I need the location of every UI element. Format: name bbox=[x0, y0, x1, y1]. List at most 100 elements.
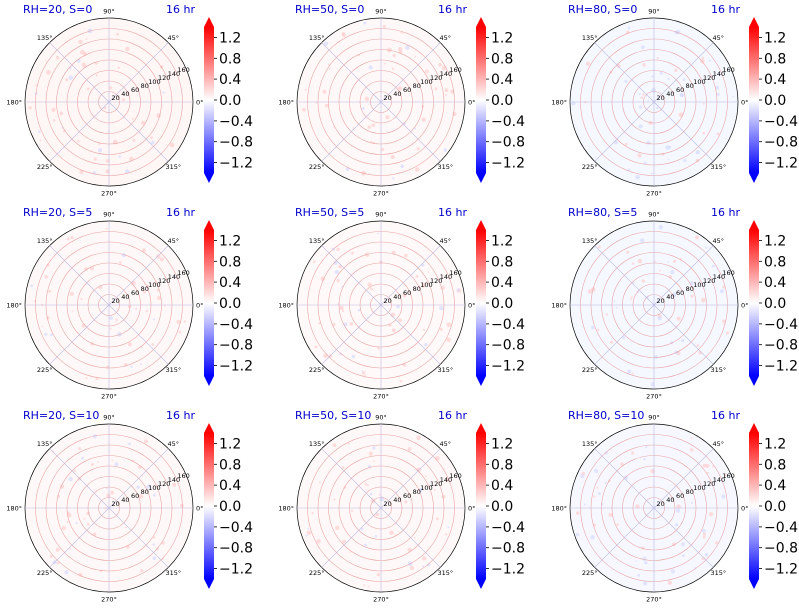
radial-tick-label: 60 bbox=[676, 86, 684, 94]
angle-tick-label: 225° bbox=[37, 163, 53, 171]
colorbar-gradient bbox=[476, 230, 486, 376]
angle-tick-label: 315° bbox=[437, 366, 453, 374]
radial-tick-label: 20 bbox=[112, 94, 120, 102]
radial-tick-label: 60 bbox=[403, 86, 411, 94]
radial-tick-label: 80 bbox=[413, 82, 421, 90]
colorbar-tick-label: −0.4 bbox=[491, 317, 525, 333]
panel-title: RH=20, S=10 bbox=[23, 409, 99, 422]
angle-tick-label: 135° bbox=[582, 440, 598, 448]
angle-tick-label: 270° bbox=[373, 393, 389, 401]
radial-tick-label: 120 bbox=[703, 480, 715, 488]
angular-grid-line bbox=[49, 304, 110, 365]
radial-tick-label: 160 bbox=[177, 472, 189, 480]
colorbar-extend-max bbox=[204, 17, 214, 27]
angle-tick-label: 315° bbox=[437, 163, 453, 171]
radial-tick-label: 100 bbox=[693, 281, 705, 289]
angular-grid-line bbox=[108, 304, 169, 365]
colorbar-tick-label: −0.8 bbox=[219, 338, 253, 354]
radial-tick-label: 60 bbox=[131, 86, 139, 94]
radial-tick-label: 100 bbox=[148, 281, 160, 289]
colorbar-extend-min bbox=[476, 376, 486, 386]
angle-tick-label: 180° bbox=[6, 302, 22, 310]
radial-tick-label: 20 bbox=[384, 297, 392, 305]
colorbar-extend-min bbox=[749, 376, 759, 386]
angular-grid-line bbox=[653, 507, 714, 568]
colorbar-tick-label: 0.8 bbox=[764, 254, 786, 270]
colorbar-extend-max bbox=[476, 17, 486, 27]
colorbar-tick-label: 0.0 bbox=[219, 296, 241, 312]
colorbar-extend-min bbox=[204, 173, 214, 183]
colorbar-extend-max bbox=[476, 220, 486, 230]
angular-grid-line bbox=[380, 507, 441, 568]
angle-tick-label: 45° bbox=[440, 237, 452, 245]
angular-grid-line bbox=[594, 42, 655, 103]
colorbar-tick-label: 0.8 bbox=[219, 51, 241, 67]
angular-grid-line bbox=[380, 245, 441, 306]
angle-tick-label: 225° bbox=[309, 569, 325, 577]
colorbar-tick-label: 1.2 bbox=[764, 233, 786, 249]
angle-tick-label: 270° bbox=[373, 190, 389, 198]
colorbar-tick-label: 0.4 bbox=[764, 72, 786, 88]
colorbar-extend-max bbox=[204, 220, 214, 230]
radial-tick-label: 60 bbox=[676, 289, 684, 297]
colorbar-tick-label: 0.8 bbox=[219, 254, 241, 270]
angle-tick-label: 0° bbox=[468, 302, 475, 310]
radial-tick-label: 60 bbox=[403, 289, 411, 297]
angular-grid-line bbox=[49, 448, 110, 509]
radial-tick-label: 140 bbox=[713, 70, 725, 78]
colorbar-gradient bbox=[749, 433, 759, 579]
colorbar-tick-label: 0.4 bbox=[491, 275, 513, 291]
angle-tick-label: 90° bbox=[103, 8, 115, 16]
colorbar-gradient bbox=[749, 27, 759, 173]
angle-tick-label: 0° bbox=[741, 302, 748, 310]
colorbar-tick-label: 0.0 bbox=[764, 93, 786, 109]
radial-tick-label: 100 bbox=[693, 484, 705, 492]
radial-tick-label: 160 bbox=[177, 269, 189, 277]
colorbar-tick-label: −0.4 bbox=[764, 317, 798, 333]
colorbar-extend-min bbox=[749, 579, 759, 589]
angular-grid-line bbox=[594, 101, 655, 162]
angular-grid-line bbox=[594, 304, 655, 365]
angle-tick-label: 135° bbox=[582, 34, 598, 42]
colorbar-tick-label: 0.4 bbox=[764, 275, 786, 291]
angular-grid-line bbox=[653, 448, 714, 509]
radial-tick-label: 120 bbox=[430, 277, 442, 285]
angle-tick-label: 315° bbox=[165, 569, 181, 577]
radial-tick-label: 120 bbox=[158, 74, 170, 82]
angle-tick-label: 315° bbox=[437, 569, 453, 577]
angle-tick-label: 270° bbox=[373, 596, 389, 604]
colorbar-tick-label: −0.4 bbox=[764, 114, 798, 130]
panel-title: RH=50, S=0 bbox=[295, 3, 364, 16]
radial-tick-label: 160 bbox=[722, 269, 734, 277]
radial-tick-label: 120 bbox=[158, 277, 170, 285]
angle-tick-label: 135° bbox=[582, 237, 598, 245]
radial-tick-label: 140 bbox=[168, 476, 180, 484]
colorbar-tick-label: 0.8 bbox=[219, 457, 241, 473]
radial-tick-label: 80 bbox=[413, 285, 421, 293]
angle-tick-label: 0° bbox=[468, 99, 475, 107]
colorbar-tick-label: 1.2 bbox=[764, 30, 786, 46]
heatmap-speckle bbox=[587, 225, 730, 387]
angle-tick-label: 225° bbox=[309, 366, 325, 374]
colorbar-tick-label: 0.4 bbox=[491, 72, 513, 88]
angle-tick-label: 180° bbox=[551, 99, 567, 107]
angle-tick-label: 45° bbox=[713, 34, 725, 42]
radial-tick-label: 100 bbox=[148, 484, 160, 492]
colorbar-tick-label: 0.0 bbox=[219, 93, 241, 109]
colorbar-gradient bbox=[476, 27, 486, 173]
angle-tick-label: 45° bbox=[168, 34, 180, 42]
radial-tick-label: 160 bbox=[722, 66, 734, 74]
angle-tick-label: 45° bbox=[713, 440, 725, 448]
angular-grid-line bbox=[321, 448, 382, 509]
angle-tick-label: 180° bbox=[6, 505, 22, 513]
angle-tick-label: 45° bbox=[168, 440, 180, 448]
colorbar-tick-label: −1.2 bbox=[764, 156, 798, 172]
colorbar-tick-label: 0.4 bbox=[219, 478, 241, 494]
angle-tick-label: 180° bbox=[278, 99, 294, 107]
colorbar-tick-label: −0.8 bbox=[219, 135, 253, 151]
colorbar-tick-label: 0.0 bbox=[764, 296, 786, 312]
angle-tick-label: 90° bbox=[375, 211, 387, 219]
colorbar-tick-label: 0.8 bbox=[491, 51, 513, 67]
